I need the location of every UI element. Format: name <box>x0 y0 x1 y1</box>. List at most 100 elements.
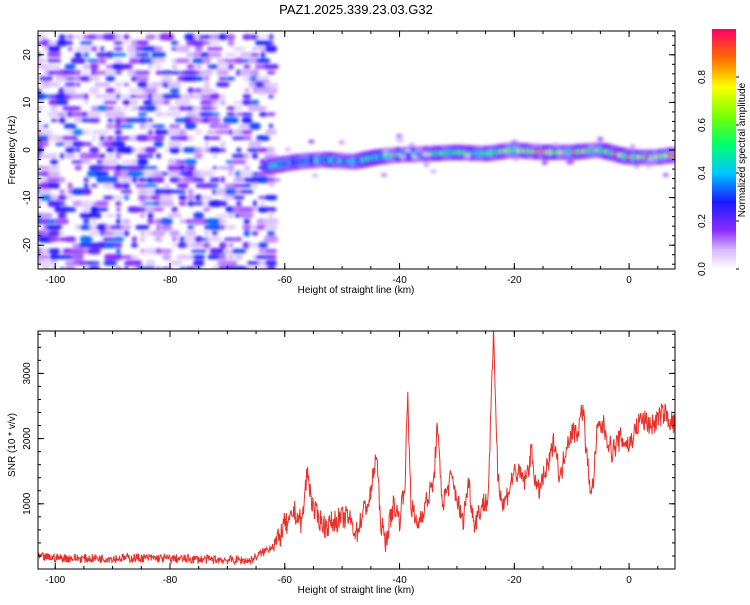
heatmap-cell <box>259 111 267 117</box>
colorbar-tick-label: 0.0 <box>697 262 708 276</box>
heatmap-cell <box>119 124 134 129</box>
heatmap-cell <box>147 211 154 219</box>
heatmap-cell <box>193 177 205 182</box>
heatmap-cell <box>43 141 49 148</box>
heatmap-cell <box>263 218 279 225</box>
heatmap-cell <box>186 63 195 70</box>
heatmap-cell <box>135 53 150 57</box>
heatmap-cell <box>196 65 201 69</box>
heatmap-cell <box>98 57 107 65</box>
heatmap-cell <box>203 82 210 88</box>
heatmap-cell <box>161 248 172 254</box>
heatmap-cell <box>204 141 209 147</box>
heatmap-cell <box>47 59 61 63</box>
heatmap-cell <box>145 206 156 213</box>
heatmap-cell <box>264 129 278 136</box>
heatmap-cell <box>264 224 278 230</box>
heatmap-cell <box>241 129 253 135</box>
heatmap-cell <box>74 224 82 231</box>
heatmap-cell <box>231 159 247 164</box>
heatmap-cell <box>243 165 251 171</box>
heatmap-cell <box>220 224 226 230</box>
heatmap-cell <box>203 231 210 236</box>
heatmap-cell <box>168 106 181 111</box>
x-tick-label: -40 <box>392 275 407 286</box>
heatmap-cell <box>38 105 43 112</box>
heatmap-cell <box>257 242 268 249</box>
heatmap-cell <box>147 218 154 225</box>
heatmap-cell <box>127 170 142 177</box>
heatmap-cell <box>244 152 250 160</box>
heatmap-cell <box>153 140 164 148</box>
heatmap-cell <box>70 111 87 117</box>
heatmap-cell <box>95 129 109 135</box>
heatmap-cell <box>91 105 98 112</box>
heatmap-cell <box>131 255 138 260</box>
heatmap-cell <box>62 70 78 75</box>
heatmap-cell <box>64 63 76 70</box>
heatmap-cell <box>94 82 110 87</box>
heatmap-cell <box>75 147 81 153</box>
heatmap-cell <box>59 190 65 194</box>
snr-x-axis-label: Height of straight line (km) <box>298 585 415 596</box>
heatmap-cell <box>187 194 194 201</box>
heatmap-cell <box>78 46 94 52</box>
y-tick-label: 3000 <box>22 362 33 385</box>
heatmap-cell <box>41 39 51 47</box>
heatmap-cell <box>167 164 182 172</box>
heatmap-cell <box>265 177 277 182</box>
heatmap-cell <box>186 39 196 47</box>
heatmap-cell <box>42 69 50 76</box>
heatmap-cell <box>105 87 116 94</box>
heatmap-cell <box>161 223 173 231</box>
snr-series-line <box>38 331 675 566</box>
heatmap-cell <box>169 70 180 75</box>
heatmap-cell <box>137 117 148 124</box>
heatmap-cell <box>38 116 41 124</box>
chart-title: PAZ1.2025.339.23.03.G32 <box>279 2 433 17</box>
heatmap-cell <box>39 213 53 218</box>
heatmap-cell <box>81 160 91 164</box>
heatmap-cell <box>219 254 227 260</box>
heatmap-cell <box>252 207 258 212</box>
heatmap-cell <box>268 33 274 40</box>
heatmap-cell <box>156 224 161 231</box>
heatmap-cell <box>116 88 121 93</box>
heatmap-cell <box>255 40 271 46</box>
heatmap-cell <box>64 82 76 87</box>
heatmap-cell <box>102 159 119 165</box>
heatmap-cell <box>243 64 251 69</box>
heatmap-cell <box>184 237 198 242</box>
heatmap-cell <box>227 39 235 47</box>
heatmap-cell <box>242 76 251 81</box>
heatmap-cell <box>148 118 153 123</box>
heatmap-cell <box>208 147 221 153</box>
heatmap-cell <box>242 184 252 188</box>
heatmap-cell <box>142 46 159 52</box>
heatmap-cell <box>46 224 62 230</box>
heatmap-cell <box>62 106 78 111</box>
heatmap-cell <box>47 200 61 207</box>
heatmap-cell <box>158 33 175 41</box>
heatmap-cell <box>151 93 166 100</box>
heatmap-cell <box>266 112 276 117</box>
heatmap-cell <box>404 148 411 153</box>
heatmap-cell <box>264 260 278 266</box>
heatmap-cell <box>178 105 187 111</box>
heatmap-cell <box>106 106 115 111</box>
heatmap-cell <box>218 200 228 207</box>
heatmap-cell <box>212 166 218 170</box>
heatmap-cell <box>116 213 121 218</box>
heatmap-cell <box>89 261 100 265</box>
heatmap-cell <box>233 46 245 52</box>
heatmap-cell <box>92 130 97 135</box>
heatmap-cell <box>312 173 319 178</box>
heatmap-cell <box>38 88 42 93</box>
heatmap-cell <box>38 201 41 206</box>
heatmap-cell <box>239 52 255 58</box>
heatmap-cell <box>123 34 130 40</box>
heatmap-cell <box>193 212 205 219</box>
heatmap-cell <box>83 52 90 58</box>
heatmap-cell <box>153 188 164 195</box>
